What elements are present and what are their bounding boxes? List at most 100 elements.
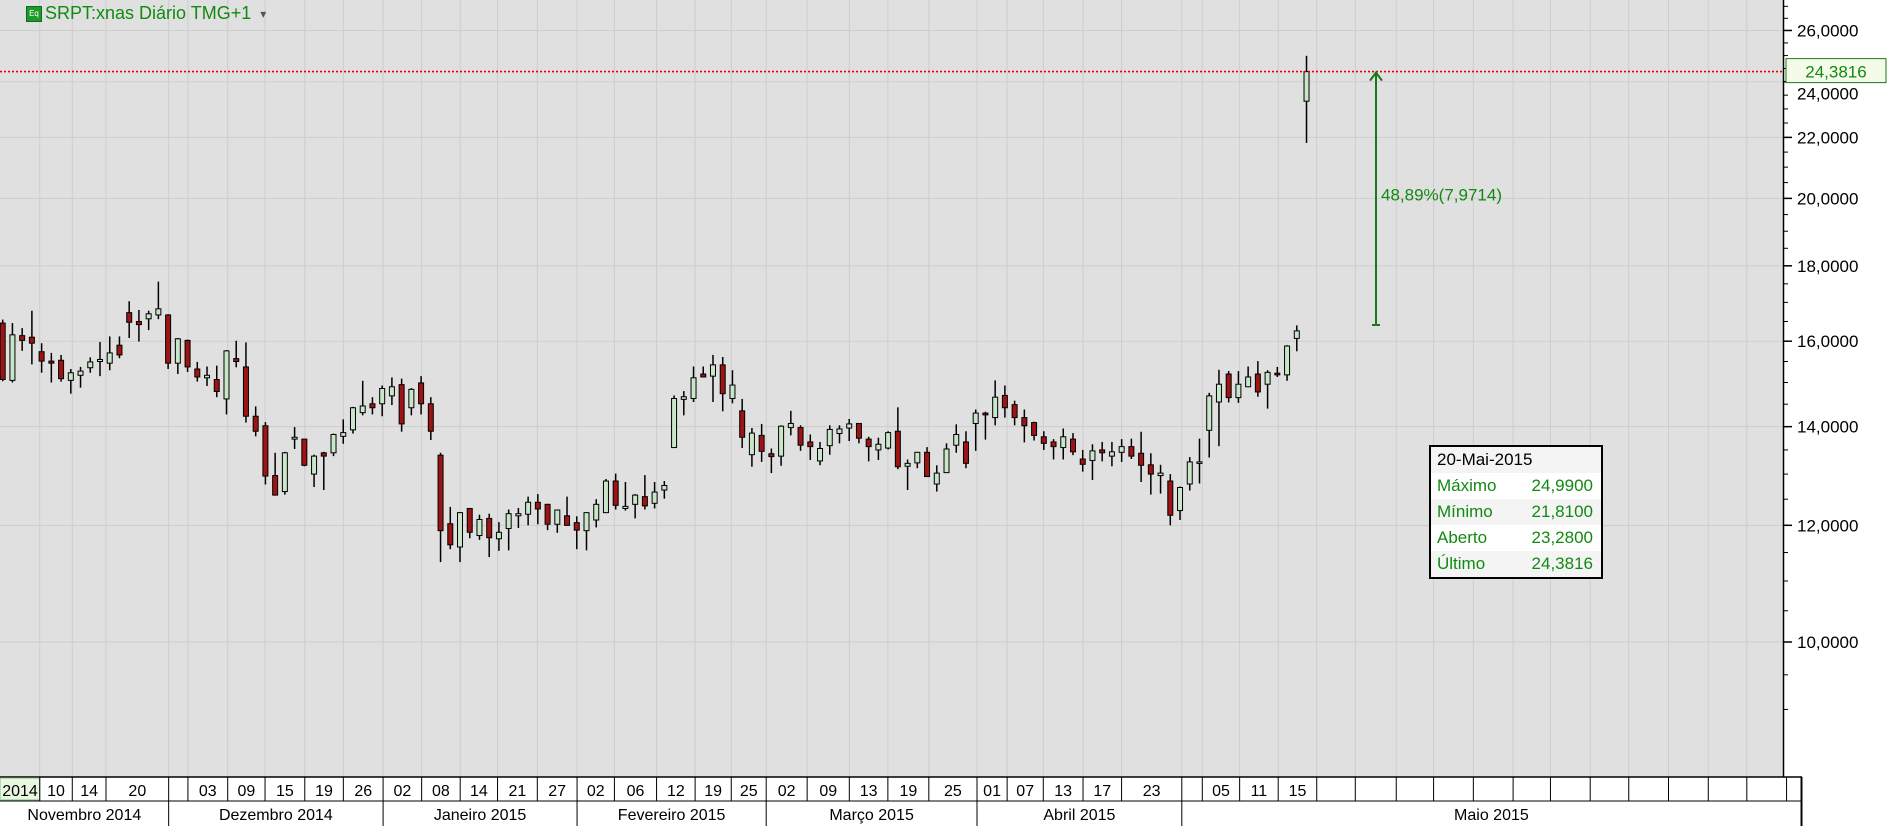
time-axis-day-label: 19 xyxy=(899,783,917,800)
candle-up xyxy=(1157,472,1164,477)
candle-down xyxy=(700,373,707,378)
price-axis-label: 10,0000 xyxy=(1797,633,1858,652)
time-axis-day-label: 12 xyxy=(667,783,685,800)
candle-up xyxy=(87,361,94,369)
candle-up xyxy=(1186,461,1193,485)
candle-down xyxy=(982,412,989,416)
time-axis-day-label: 11 xyxy=(1251,783,1268,800)
candle-down xyxy=(242,366,249,417)
time-axis-day-label: 27 xyxy=(548,783,566,800)
candle-down xyxy=(398,384,405,425)
candle-down xyxy=(768,453,775,458)
candle-down xyxy=(1128,446,1135,457)
candle-down xyxy=(135,321,142,326)
grid-lines xyxy=(0,0,1788,777)
candle-up xyxy=(690,377,697,399)
candle-up xyxy=(281,452,288,493)
price-axis-label: 16,0000 xyxy=(1797,332,1858,351)
time-axis-month-label: Novembro 2014 xyxy=(27,807,141,824)
time-axis-day-label: 09 xyxy=(819,783,837,800)
candle-up xyxy=(330,433,337,454)
data-window-row-low: Mínimo 21,8100 xyxy=(1431,499,1601,525)
measure-arrow[interactable]: 48,89%(7,9714) xyxy=(1369,70,1502,326)
price-axis-ticks: 10,0000 12,0000 14,0000 16,0000 18,0000 20,00… xyxy=(1783,5,1858,710)
candle-up xyxy=(1060,436,1067,449)
time-axis-day-label: 26 xyxy=(354,783,372,800)
candle-down xyxy=(1001,394,1008,409)
candle-up xyxy=(729,384,736,399)
candle-down xyxy=(865,438,872,448)
candle-up xyxy=(709,364,716,377)
candle-up xyxy=(933,472,940,485)
candle-down xyxy=(1070,438,1076,453)
time-axis-month-label: Dezembro 2014 xyxy=(219,807,333,824)
data-window-date: 20-Mai-2015 xyxy=(1431,447,1601,473)
candle-up xyxy=(174,338,181,364)
time-axis-month-label: Maio 2015 xyxy=(1454,807,1529,824)
candle-down xyxy=(0,322,6,381)
candle-down xyxy=(184,339,191,368)
candle-up xyxy=(9,334,16,381)
time-axis-day-label: 09 xyxy=(237,783,255,800)
data-window-row-last: Último 24,3816 xyxy=(1431,551,1601,577)
candle-up xyxy=(1118,446,1125,453)
candle-down xyxy=(1021,417,1028,427)
candle-down xyxy=(262,425,269,477)
candle-down xyxy=(797,427,804,446)
candle-up xyxy=(97,358,103,363)
candle-down xyxy=(1011,404,1018,419)
candle-down xyxy=(1040,436,1047,444)
candle-up xyxy=(77,370,84,376)
caret-down-icon[interactable]: ▾ xyxy=(260,6,267,21)
eq-icon: Eq xyxy=(26,5,42,22)
candle-down xyxy=(48,360,55,364)
candle-up xyxy=(525,501,532,515)
candle-down xyxy=(252,415,259,432)
price-axis-label: 22,0000 xyxy=(1797,128,1858,147)
candle-up xyxy=(106,352,113,364)
time-axis-day-label: 2014 xyxy=(2,783,38,800)
time-axis-month-label: Janeiro 2015 xyxy=(434,807,527,824)
candle-up xyxy=(515,513,522,517)
candle-down xyxy=(1031,422,1038,436)
candle-down xyxy=(38,351,45,362)
candle-down xyxy=(233,358,240,363)
time-axis-day-label: 06 xyxy=(627,783,645,800)
candle-up xyxy=(505,513,512,530)
candle-up xyxy=(778,425,785,457)
candle-down xyxy=(272,475,279,496)
candle-up xyxy=(291,436,298,440)
candle-up xyxy=(379,388,386,405)
candle-down xyxy=(194,368,201,378)
candle-up xyxy=(914,451,921,464)
symbol-title: SRPT:xnas Diário TMG+1 xyxy=(45,3,252,23)
candle-up xyxy=(1206,395,1213,431)
time-axis-day-label: 15 xyxy=(276,783,294,800)
time-axis-day-label: 23 xyxy=(1143,783,1161,800)
candle-up xyxy=(953,433,960,446)
candle-down xyxy=(165,314,172,364)
symbol-title-bar[interactable]: Eq SRPT:xnas Diário TMG+1 ▾ xyxy=(26,3,266,24)
time-axis-day-label: 25 xyxy=(740,783,758,800)
candle-up xyxy=(1293,330,1300,339)
candle-down xyxy=(1050,441,1057,448)
price-axis-label: 12,0000 xyxy=(1797,516,1858,535)
candle-up xyxy=(67,372,74,381)
candle-down xyxy=(19,335,26,341)
candle-down xyxy=(564,515,571,526)
candle-up xyxy=(349,407,356,431)
candle-down xyxy=(1138,452,1145,466)
time-axis-day-label: 01 xyxy=(983,783,1001,800)
candle-down xyxy=(320,452,327,457)
candle-up xyxy=(602,480,609,514)
candle-up xyxy=(583,512,590,532)
time-axis-day-label: 02 xyxy=(778,783,796,800)
candle-up xyxy=(457,512,464,548)
price-axis[interactable] xyxy=(1783,0,1889,826)
candle-down xyxy=(486,517,493,539)
candle-down xyxy=(1167,480,1174,516)
candle-up xyxy=(145,313,152,320)
candle-down xyxy=(427,403,434,432)
time-axis-day-label: 17 xyxy=(1093,783,1111,800)
